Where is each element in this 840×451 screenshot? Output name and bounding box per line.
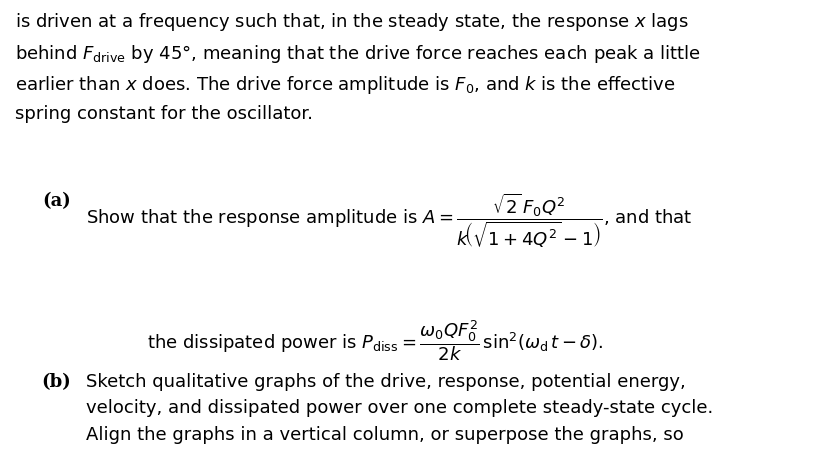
Text: is driven at a frequency such that, in the steady state, the response $x$ lags
b: is driven at a frequency such that, in t… xyxy=(15,11,701,123)
Text: the dissipated power is $P_{\rm diss} = \dfrac{\omega_0 QF_0^2}{2k}\,\sin^2\!\le: the dissipated power is $P_{\rm diss} = … xyxy=(147,318,604,363)
Text: (b): (b) xyxy=(42,372,71,390)
Text: Sketch qualitative graphs of the drive, response, potential energy,
velocity, an: Sketch qualitative graphs of the drive, … xyxy=(86,372,713,451)
Text: Show that the response amplitude is $A = \dfrac{\sqrt{2}\,F_0Q^2}{k\!\left(\sqrt: Show that the response amplitude is $A =… xyxy=(86,192,692,251)
Text: (a): (a) xyxy=(43,192,71,210)
